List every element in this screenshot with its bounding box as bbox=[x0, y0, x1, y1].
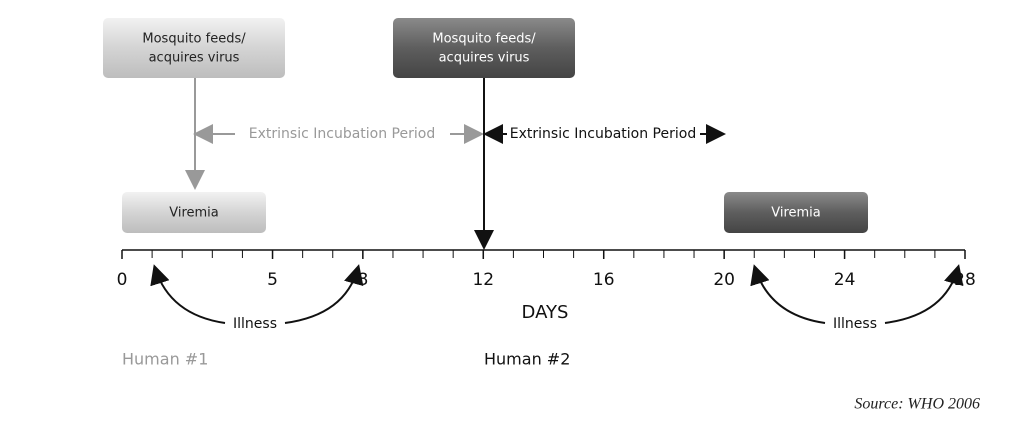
event-label: Mosquito feeds/ bbox=[432, 32, 536, 47]
viremia-label: Viremia bbox=[169, 206, 219, 221]
period-label: Extrinsic Incubation Period bbox=[249, 126, 435, 142]
illness-arrow bbox=[884, 264, 964, 324]
event-box bbox=[393, 18, 575, 78]
tick-label: 5 bbox=[267, 270, 278, 290]
illness-arrow bbox=[750, 264, 826, 324]
illness-label: Illness bbox=[833, 316, 877, 332]
human-label: Human #1 bbox=[122, 350, 208, 369]
event-label: acquires virus bbox=[439, 51, 530, 66]
human-label: Human #2 bbox=[484, 350, 570, 369]
tick-label: 0 bbox=[117, 270, 128, 290]
event-label: acquires virus bbox=[149, 51, 240, 66]
source: Source: WHO 2006 bbox=[854, 396, 980, 413]
viremia-box bbox=[724, 192, 868, 233]
timeline-axis: 0 5 8 12 16 20 24 28 bbox=[117, 249, 976, 290]
viremia-label: Viremia bbox=[771, 206, 821, 221]
illness-label: Illness bbox=[233, 316, 277, 332]
tick-label: 12 bbox=[472, 270, 494, 290]
axis-label: DAYS bbox=[522, 302, 569, 323]
illness-arrow bbox=[150, 264, 226, 324]
tick-label: 16 bbox=[593, 270, 615, 290]
tick-label: 8 bbox=[357, 270, 368, 290]
viremia-box bbox=[122, 192, 266, 233]
event-label: Mosquito feeds/ bbox=[142, 32, 246, 47]
illness-arrow bbox=[284, 264, 364, 324]
period-label: Extrinsic Incubation Period bbox=[510, 126, 696, 142]
tick-label: 20 bbox=[713, 270, 735, 290]
tick-label: 24 bbox=[834, 270, 856, 290]
event-box bbox=[103, 18, 285, 78]
